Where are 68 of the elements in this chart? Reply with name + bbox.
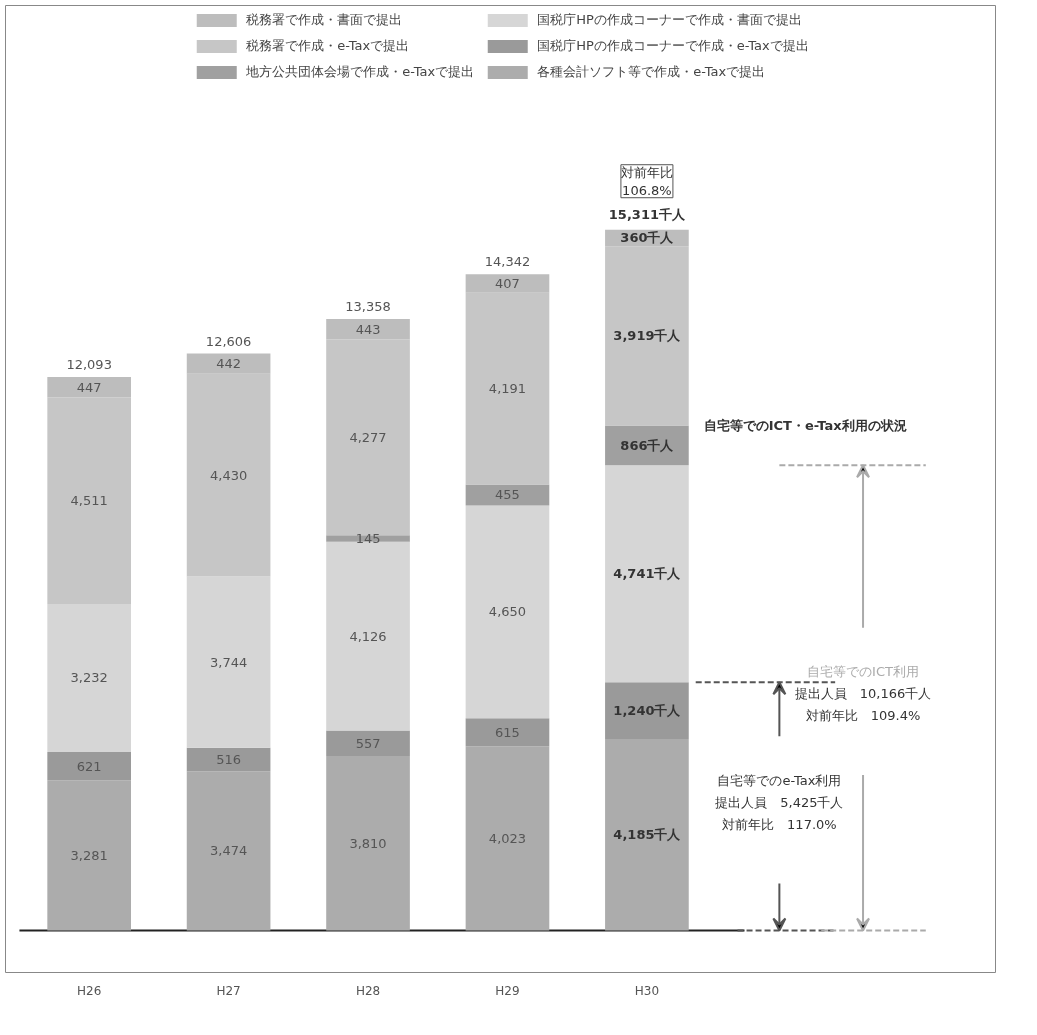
data-label: 4,277 [349, 429, 387, 445]
data-label: 621 [76, 758, 102, 774]
x-tick-label: H29 [495, 983, 520, 998]
data-label: 145 [355, 530, 381, 546]
data-label: 1,240千人 [613, 703, 682, 719]
x-tick-label: H26 [77, 983, 102, 998]
annotation: 自宅等でのe-Tax利用 [717, 772, 842, 788]
data-label: 516 [216, 752, 242, 768]
total-label: 15,311千人 [608, 206, 686, 222]
bar [186, 576, 271, 748]
text: 提出人員 10,166千人 [794, 686, 932, 702]
bar [47, 751, 131, 781]
bar [465, 718, 550, 747]
data-label: 866千人 [620, 437, 675, 453]
data-label: 360千人 [620, 230, 675, 246]
bar [605, 682, 689, 739]
bar [186, 747, 271, 772]
data-label: 4,191 [488, 381, 527, 397]
data-label: 557 [355, 735, 381, 751]
x-tick-label: H30 [634, 983, 660, 998]
total-label: 14,342 [484, 254, 531, 270]
text: 対前年比 109.4% [805, 708, 921, 724]
data-label: 442 [216, 356, 242, 372]
data-label: 3,810 [349, 835, 387, 851]
data-label: 4,126 [349, 628, 387, 644]
data-label: 4,650 [488, 604, 527, 620]
legend-label: 税務署で作成・e-Taxで提出 [246, 37, 410, 55]
legend-label: 国税庁HPの作成コーナーで作成・e-Taxで提出 [537, 37, 809, 55]
data-label: 3,232 [70, 670, 108, 686]
bar [326, 541, 410, 731]
data-label: 4,430 [209, 467, 248, 483]
annotation: 自宅等でのICT・e-Tax利用の状況 [703, 418, 907, 434]
data-label: 3,744 [209, 654, 248, 670]
bar [465, 505, 550, 719]
x-tick-label: H28 [355, 983, 381, 998]
bar [326, 730, 410, 757]
data-label: 4,511 [70, 493, 108, 509]
bar [326, 756, 410, 931]
data-label: 3,919千人 [613, 328, 682, 344]
annotation: 提出人員 5,425千人 [715, 794, 844, 810]
data-label: 4,741千人 [613, 566, 682, 582]
legend-label: 税務署で作成・書面で提出 [246, 11, 403, 29]
total-label: 13,358 [345, 299, 391, 315]
legend-label: 地方公共団体会場で作成・e-Taxで提出 [246, 63, 475, 81]
bar [465, 746, 550, 931]
text: 対前年比 106.8% [620, 164, 673, 198]
data-label: 3,474 [209, 843, 248, 859]
legend-label: 国税庁HPの作成コーナーで作成・書面で提出 [537, 11, 802, 29]
data-label: 615 [495, 724, 520, 740]
data-label: 4,023 [488, 830, 527, 846]
bar [186, 771, 271, 931]
total-label: 12,606 [205, 333, 252, 349]
bar [605, 738, 689, 931]
data-label: 455 [495, 487, 520, 503]
text: 自宅等でのICT利用 [807, 664, 919, 680]
legend-label: 各種会計ソフト等で作成・e-Taxで提出 [537, 63, 766, 81]
x-tick-label: H27 [216, 983, 241, 998]
data-label: 443 [355, 321, 381, 337]
data-label: 3,281 [70, 847, 108, 863]
bar [47, 603, 131, 752]
data-label: 4,185千人 [613, 827, 682, 843]
annotation: 対前年比 117.0% [722, 816, 837, 832]
bar [326, 535, 410, 542]
data-label: 447 [76, 379, 102, 395]
total-label: 12,093 [66, 357, 112, 373]
bar [47, 780, 131, 931]
bar [605, 465, 689, 683]
data-label: 407 [495, 275, 520, 291]
